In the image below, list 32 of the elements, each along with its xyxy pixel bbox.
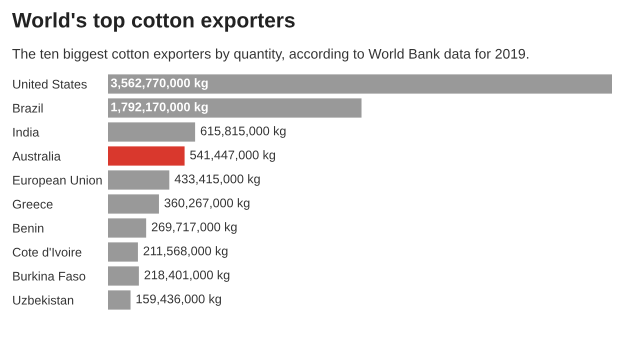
data-label: 3,562,770,000 kg [110, 78, 208, 90]
chart-title: World's top cotton exporters [12, 12, 295, 32]
data-label: 433,415,000 kg [174, 174, 260, 186]
y-tick-label: Cote d'Ivoire [12, 247, 82, 257]
y-tick-label: United States [13, 79, 87, 89]
data-label: 218,401,000 kg [144, 270, 230, 282]
y-tick-label: Greece [12, 200, 53, 209]
y-tick-label: European Union [13, 175, 102, 188]
data-label: 159,436,000 kg [136, 294, 221, 306]
y-tick-label: India [13, 127, 40, 137]
bar [108, 74, 612, 94]
y-tick-label: Benin [13, 223, 44, 233]
bar [108, 290, 131, 310]
y-tick-label: Brazil [13, 103, 43, 113]
bar [108, 98, 362, 118]
data-label: 1,792,170,000 kg [111, 102, 208, 114]
y-tick-label: Burkina Faso [13, 271, 86, 281]
data-label: 615,815,000 kg [200, 126, 286, 138]
y-tick-label: Australia [12, 151, 61, 161]
data-label: 211,568,000 kg [144, 246, 228, 258]
bar [108, 170, 170, 190]
y-tick-label: Uzbekistan [13, 295, 74, 305]
bar [108, 146, 185, 166]
bar [108, 122, 196, 142]
chart-subtitle: The ten biggest cotton exporters by quantity, according to World Bank data for 2019. [12, 48, 528, 62]
data-label: 269,717,000 kg [152, 222, 237, 234]
data-label: 541,447,000 kg [190, 150, 276, 162]
data-label: 360,267,000 kg [164, 198, 250, 210]
bar [108, 218, 146, 238]
bar [108, 242, 138, 262]
bar [108, 266, 139, 286]
bar [108, 194, 159, 214]
